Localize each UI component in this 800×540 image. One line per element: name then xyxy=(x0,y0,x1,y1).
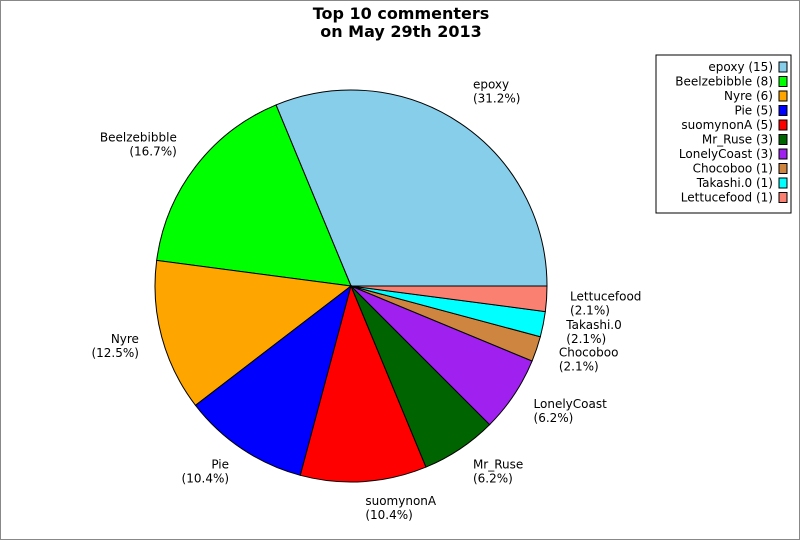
legend-swatch xyxy=(778,134,788,145)
slice-label: Pie xyxy=(211,458,229,472)
legend-swatch xyxy=(778,148,788,160)
slice-percent: (12.5%) xyxy=(91,346,138,360)
slice-label: Takashi.0 xyxy=(565,318,621,332)
legend-entry: suomynonA (5) xyxy=(681,118,773,132)
slice-label: Nyre xyxy=(111,332,139,346)
pie-slice-nyre xyxy=(154,259,353,407)
legend-entry: Takashi.0 (1) xyxy=(696,176,773,190)
legend-swatch xyxy=(778,90,788,102)
slice-label: epoxy xyxy=(473,78,509,92)
pie-slice-suomynona xyxy=(299,284,427,483)
chart-title-line-2: on May 29th 2013 xyxy=(320,22,482,41)
slice-label: Chocoboo xyxy=(559,346,619,360)
legend-entry: Beelzebibble (8) xyxy=(675,75,773,89)
slice-percent: (16.7%) xyxy=(129,144,176,158)
legend-swatch xyxy=(778,192,788,203)
slice-label: LonelyCoast xyxy=(534,397,608,411)
legend-swatch xyxy=(778,76,788,87)
pie-slice-epoxy xyxy=(275,89,548,287)
legend-entry: Mr_Ruse (3) xyxy=(702,133,773,147)
slice-percent: (10.4%) xyxy=(365,508,412,522)
pie-slice-lettucefood xyxy=(350,285,548,313)
slice-percent: (6.2%) xyxy=(534,411,574,425)
legend-entry: Nyre (6) xyxy=(724,89,773,103)
slice-percent: (6.2%) xyxy=(473,472,513,486)
legend-swatch xyxy=(778,61,788,73)
slice-percent: (10.4%) xyxy=(182,472,229,486)
slice-label: Beelzebibble xyxy=(100,130,177,144)
legend-entry: epoxy (15) xyxy=(708,60,773,74)
legend-swatch xyxy=(778,163,788,174)
legend-entry: Lettucefood (1) xyxy=(681,191,773,205)
slice-percent: (2.1%) xyxy=(570,303,610,317)
slice-label: Mr_Ruse xyxy=(473,458,523,472)
slice-label: Lettucefood xyxy=(570,289,641,303)
slice-percent: (2.1%) xyxy=(566,332,606,346)
legend-swatch xyxy=(778,177,788,189)
legend-box xyxy=(655,54,792,214)
pie-slice-beelzebibble xyxy=(156,104,352,287)
legend-entry: LonelyCoast (3) xyxy=(679,147,773,161)
legend-entry: Chocoboo (1) xyxy=(693,162,773,176)
legend: epoxy (15)Beelzebibble (8)Nyre (6)Pie (5… xyxy=(655,54,792,214)
legend-swatch xyxy=(778,105,788,116)
slice-percent: (2.1%) xyxy=(559,360,599,374)
chart-title-line-1: Top 10 commenters xyxy=(313,4,490,23)
slice-percent: (31.2%) xyxy=(473,92,520,106)
pie-slice-pie xyxy=(194,284,352,476)
legend-entry: Pie (5) xyxy=(734,104,773,118)
slice-label: suomynonA xyxy=(365,494,437,508)
legend-swatch xyxy=(778,119,788,131)
